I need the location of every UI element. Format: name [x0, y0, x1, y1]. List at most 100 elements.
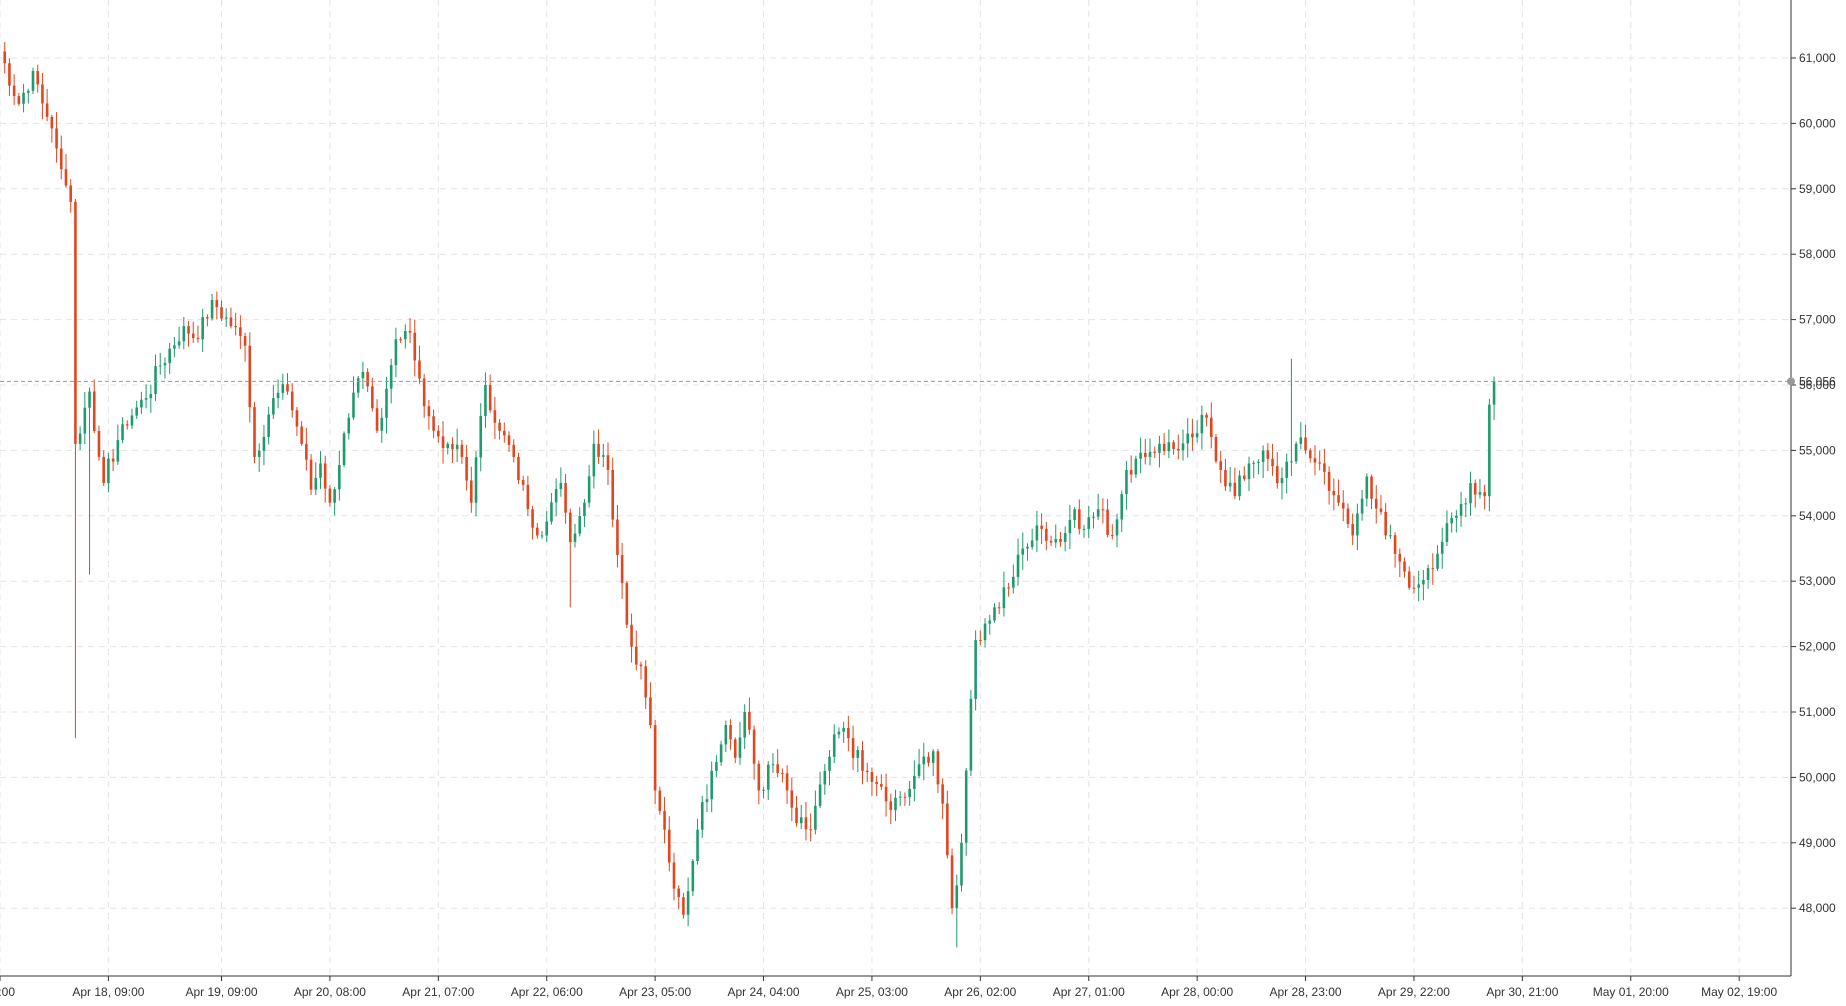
x-tick-label: Apr 23, 05:00 [619, 985, 691, 999]
candle-body [903, 796, 907, 798]
candle-up [1360, 489, 1364, 521]
candle-body [856, 750, 860, 758]
candle-body [686, 891, 690, 915]
candle-body [550, 502, 553, 522]
candle-body [380, 417, 384, 431]
candle-body [1393, 535, 1397, 554]
candle-body [83, 407, 87, 434]
candle-body [531, 509, 534, 528]
candle-body [50, 116, 54, 129]
candle-down [64, 154, 68, 188]
candle-body [606, 455, 610, 471]
candle-down [97, 425, 101, 461]
candle-up [1440, 527, 1444, 569]
candle-down [536, 523, 539, 539]
candle-body [173, 345, 176, 349]
y-tick-label: 60,000 [1799, 116, 1836, 130]
candle-body [1318, 462, 1321, 464]
candle-body [1002, 587, 1006, 609]
candle-up [140, 391, 143, 414]
candle-down [1219, 450, 1223, 484]
candle-down [437, 425, 440, 443]
candle-body [168, 348, 171, 364]
candle-body [257, 450, 261, 457]
candle-body [1040, 525, 1043, 529]
candle-down [870, 767, 874, 796]
candle-body [229, 317, 233, 327]
candle-down [1346, 503, 1350, 529]
candle-body [1181, 443, 1185, 451]
candle-up [828, 749, 831, 786]
candle-body [521, 480, 525, 485]
candle-body [700, 802, 704, 830]
candle-down [795, 795, 798, 827]
candle-down [243, 332, 247, 362]
candle-body [1356, 513, 1359, 536]
candle-body [913, 775, 916, 789]
candle-body [498, 422, 501, 431]
candle-body [851, 738, 855, 758]
candle-down [639, 661, 643, 680]
candle-down [305, 427, 308, 471]
candle-up [1167, 429, 1171, 459]
candle-body [743, 712, 746, 738]
candle-body [1030, 540, 1034, 547]
candle-up [78, 426, 82, 451]
candle-down [1162, 433, 1166, 456]
candle-down [644, 660, 647, 709]
candle-body [1209, 417, 1213, 437]
candle-body [41, 84, 44, 104]
candle-down [399, 337, 402, 344]
candle-down [757, 760, 761, 805]
candle-body [92, 391, 96, 432]
candle-body [917, 764, 921, 776]
candle-down [1172, 440, 1175, 455]
candle-up [1073, 507, 1076, 528]
candle-up [333, 487, 336, 516]
candle-body [1478, 492, 1482, 495]
candle-up [1035, 510, 1039, 553]
candle-up [1030, 528, 1034, 550]
candle-up [168, 343, 171, 374]
candle-down [677, 885, 680, 910]
candle-up [149, 384, 153, 413]
candle-up [173, 337, 176, 358]
candle-body [1403, 561, 1406, 572]
candle-down [470, 466, 473, 513]
candle-body [371, 386, 374, 409]
candle-body [1492, 381, 1496, 405]
candle-up [479, 403, 483, 472]
candle-down [1045, 521, 1048, 551]
candle-body [931, 751, 935, 763]
candle-body [1106, 509, 1109, 535]
candle-body [59, 148, 63, 170]
candle-up [116, 424, 120, 465]
candle-up [356, 375, 360, 398]
candle-body [889, 801, 893, 811]
candle-body [1238, 475, 1241, 497]
candle-down [521, 475, 525, 491]
candle-body [601, 455, 605, 457]
candle-body [1280, 477, 1284, 484]
candle-body [385, 388, 388, 418]
candle-down [69, 179, 72, 213]
candle-body [696, 829, 699, 862]
candle-down [884, 773, 888, 817]
candle-down [427, 399, 431, 430]
candle-body [474, 457, 478, 503]
candle-down [1327, 466, 1331, 505]
candle-down [1323, 448, 1326, 485]
candle-body [1096, 509, 1100, 517]
candle-up [272, 384, 275, 420]
candle-up [705, 784, 709, 813]
candle-down [616, 505, 619, 568]
candle-down [752, 725, 756, 780]
candle-up [1026, 543, 1029, 561]
candle-down [682, 892, 685, 919]
candle-body [828, 756, 831, 771]
candle-up [1436, 545, 1439, 572]
x-tick-label: Apr 29, 22:00 [1378, 985, 1450, 999]
x-tick-label: Apr 30, 21:00 [1486, 985, 1558, 999]
candle-down [1313, 445, 1317, 476]
